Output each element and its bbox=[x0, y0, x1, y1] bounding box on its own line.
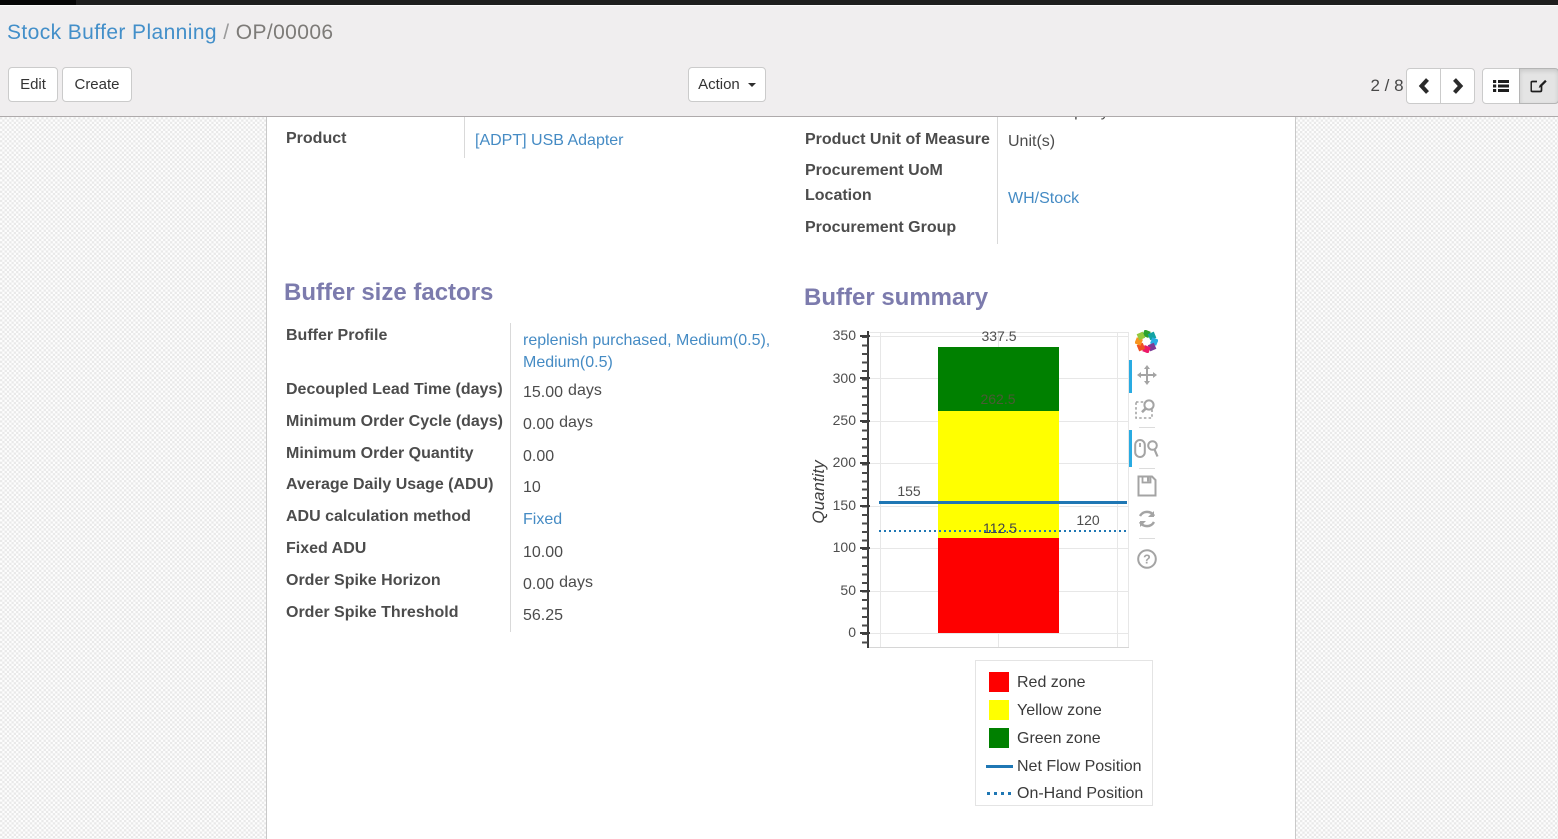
svg-text:?: ? bbox=[1143, 553, 1151, 567]
